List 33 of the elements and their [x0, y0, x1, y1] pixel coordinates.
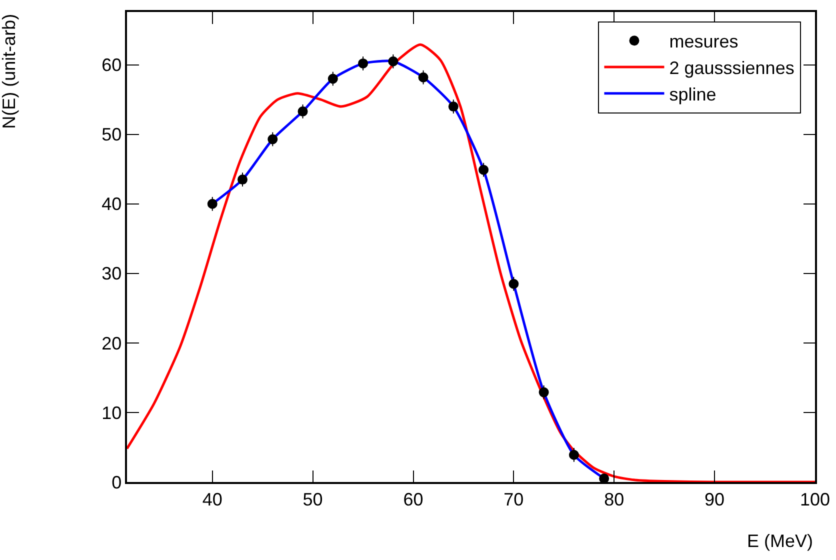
x-tick-label: 50: [302, 489, 323, 510]
point: [328, 74, 338, 84]
x-tick-label: 60: [403, 489, 424, 510]
x-tick-label: 70: [504, 489, 524, 510]
y-tick-label: 30: [102, 264, 122, 284]
point: [418, 72, 428, 82]
x-tick-label: 80: [604, 489, 624, 510]
x-axis-title: E (MeV): [747, 531, 814, 551]
point: [508, 278, 519, 289]
point: [599, 474, 610, 482]
point: [448, 102, 458, 112]
x-tick-label: 100: [800, 489, 830, 510]
legend-label: 2 gausssiennes: [669, 58, 794, 78]
point: [238, 174, 248, 185]
x-tick-label: 40: [202, 489, 222, 510]
y-tick-label: 50: [102, 124, 122, 145]
point: [207, 198, 218, 209]
legend-label: spline: [669, 84, 716, 104]
y-tick-label: 10: [102, 402, 122, 423]
point: [568, 450, 579, 460]
point: [478, 164, 489, 175]
y-tick-label: 20: [102, 333, 122, 354]
point: [358, 58, 368, 68]
point: [538, 387, 549, 398]
legend-label: mesures: [669, 32, 738, 52]
point: [268, 134, 278, 144]
point: [298, 106, 308, 116]
y-axis-title: N(E) (unit-arb): [0, 14, 19, 129]
y-tick-label: 40: [102, 194, 122, 214]
y-tick-label: 0: [112, 472, 122, 492]
y-tick-label: 60: [102, 55, 122, 76]
point: [388, 56, 398, 66]
x-tick-label: 90: [704, 489, 725, 510]
